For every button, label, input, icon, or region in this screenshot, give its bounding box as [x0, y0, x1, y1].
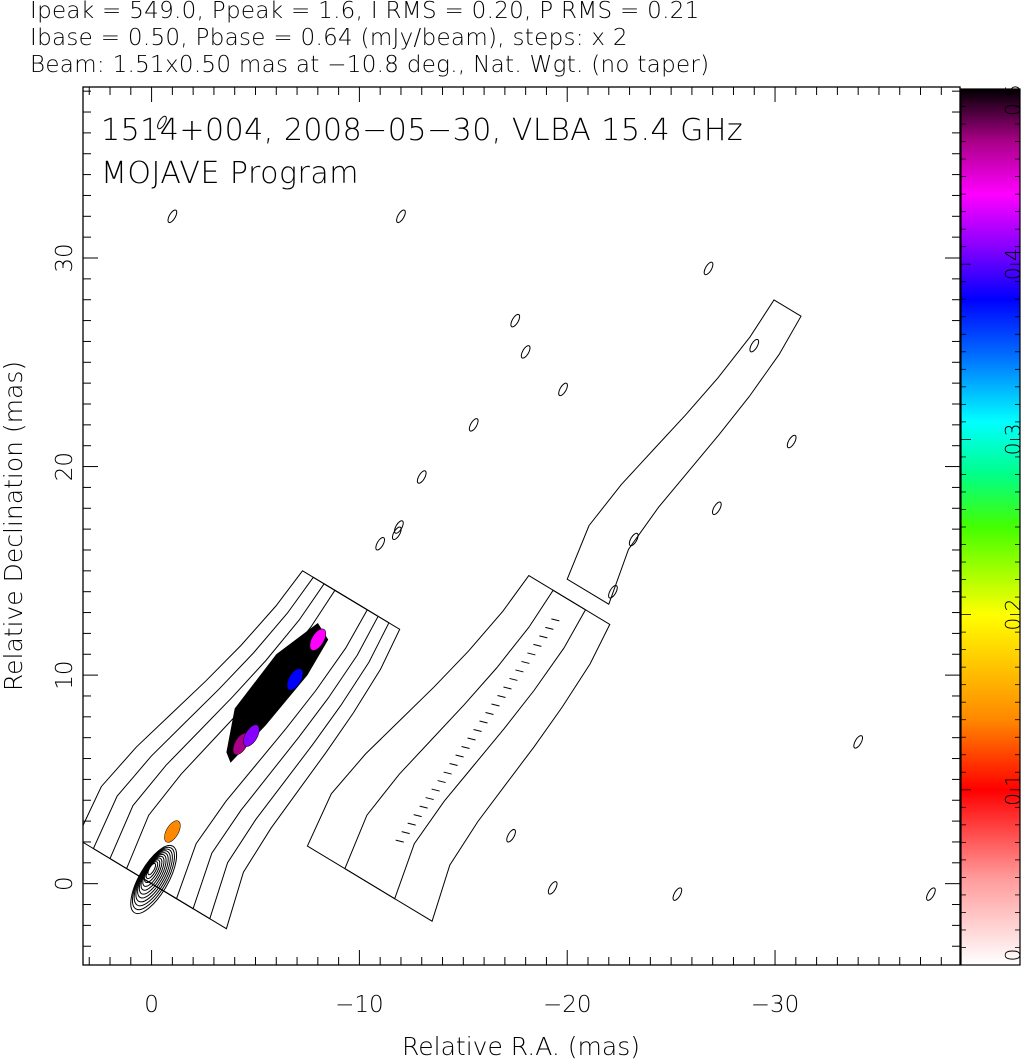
evpa-tick: [491, 703, 500, 707]
colorbar-tick-label: 0.2: [1001, 599, 1022, 631]
x-tick-label: −20: [543, 992, 592, 1018]
polarized-intensity-contour-inner: [344, 589, 587, 900]
evpa-tick: [521, 660, 530, 664]
evpa-tick: [419, 805, 428, 809]
plot-border: [82, 86, 961, 966]
contour-layer: [83, 115, 936, 930]
polarization-knot: [309, 628, 327, 651]
evpa-tick: [545, 626, 554, 630]
noise-contour: [506, 828, 516, 843]
header-base-steps: Ibase = 0.50, Pbase = 0.64 (mJy/beam), s…: [30, 25, 628, 51]
evpa-tick: [539, 635, 548, 639]
axis-ticks: [83, 87, 960, 965]
header-peak-rms: Ipeak = 549.0, Ppeak = 1.6, I RMS = 0.20…: [30, 0, 700, 24]
core-contour: [147, 862, 157, 876]
core-contour: [135, 850, 171, 903]
colorbar-tick-label: 0: [1001, 949, 1022, 962]
evpa-tick: [455, 754, 464, 758]
evpa-tick: [443, 771, 452, 775]
evpa-tick: [527, 652, 536, 656]
core-contour: [137, 852, 169, 899]
jet-contour: [83, 570, 401, 930]
polarization-knot: [243, 724, 260, 747]
noise-contour: [520, 345, 531, 359]
axis-tick-labels: 0 −10 −20 −30 0 10 20 30: [52, 243, 799, 1018]
noise-contour: [558, 382, 568, 397]
colorbar-ticks: 0 0.1 0.2 0.3 0.4 0.5: [961, 84, 1022, 966]
noise-contour: [628, 532, 639, 547]
colorbar: [960, 88, 1021, 966]
polarization-knot: [286, 668, 304, 691]
evpa-tick: [551, 618, 560, 622]
x-tick-label: −10: [335, 992, 384, 1018]
colorbar-tick-label: 0.3: [1001, 423, 1022, 455]
evpa-tick: [395, 839, 404, 843]
core-contour: [142, 857, 163, 887]
noise-contour: [926, 887, 936, 901]
evpa-tick: [437, 780, 446, 784]
evpa-tick: [515, 669, 524, 673]
evpa-tick: [425, 797, 434, 801]
noise-contour: [167, 209, 178, 224]
plot-frame: [82, 86, 961, 966]
evpa-tick: [467, 737, 476, 741]
noise-contour: [608, 584, 618, 599]
noise-contour: [711, 501, 722, 516]
y-axis-label: Relative Declination (mas): [0, 361, 28, 691]
y-tick-label: 20: [52, 452, 78, 481]
x-tick-label: −30: [751, 992, 800, 1018]
evpa-tick: [497, 694, 506, 698]
core-contour: [140, 855, 165, 891]
evpa-tick: [413, 814, 422, 818]
noise-contour: [396, 209, 406, 224]
core-contour: [130, 844, 178, 915]
noise-contour: [468, 418, 479, 432]
core-contour: [133, 848, 173, 907]
weak-contour: [566, 299, 802, 605]
polarization-knot: [164, 820, 181, 843]
noise-contour: [547, 881, 558, 895]
polarized-intensity-contour: [306, 574, 611, 922]
x-tick-label: 0: [144, 992, 159, 1018]
core-contour: [145, 861, 159, 880]
plot-title-line2: MOJAVE Program: [101, 156, 359, 191]
evpa-tick: [401, 831, 410, 835]
evpa-tick: [431, 788, 440, 792]
noise-contour: [416, 470, 427, 484]
core-contour: [131, 846, 175, 911]
noise-contour: [394, 520, 404, 534]
noise-contour: [786, 434, 797, 449]
colorbar-tick-label: 0.5: [1001, 84, 1022, 116]
noise-contour: [703, 261, 714, 276]
x-axis-label: Relative R.A. (mas): [402, 1032, 640, 1061]
evpa-tick: [503, 686, 512, 690]
colorbar-tick-label: 0.1: [1001, 774, 1022, 806]
plot-title-line1: 1514+004, 2008−05−30, VLBA 15.4 GHz: [101, 113, 743, 148]
evpa-tick: [509, 677, 518, 681]
evpa-tick: [533, 643, 542, 647]
core-contour: [138, 853, 167, 895]
noise-contour: [749, 338, 760, 353]
y-tick-label: 30: [52, 243, 78, 272]
evpa-tick: [485, 712, 494, 715]
header-beam: Beam: 1.51x0.50 mas at −10.8 deg., Nat. …: [30, 52, 710, 78]
evpa-tick: [407, 822, 416, 826]
noise-contour: [510, 313, 521, 328]
y-tick-label: 0: [52, 876, 78, 891]
evpa-tick: [473, 729, 482, 732]
evpa-tick: [449, 763, 458, 767]
noise-contour: [672, 887, 683, 901]
noise-contour: [157, 115, 167, 130]
noise-contour: [853, 735, 864, 749]
colorbar-tick-label: 0.4: [1001, 248, 1022, 280]
noise-contour: [375, 536, 386, 551]
evpa-tick: [479, 720, 488, 724]
core-contour: [144, 859, 161, 883]
evpa-tick: [461, 746, 470, 750]
y-tick-label: 10: [52, 660, 78, 689]
